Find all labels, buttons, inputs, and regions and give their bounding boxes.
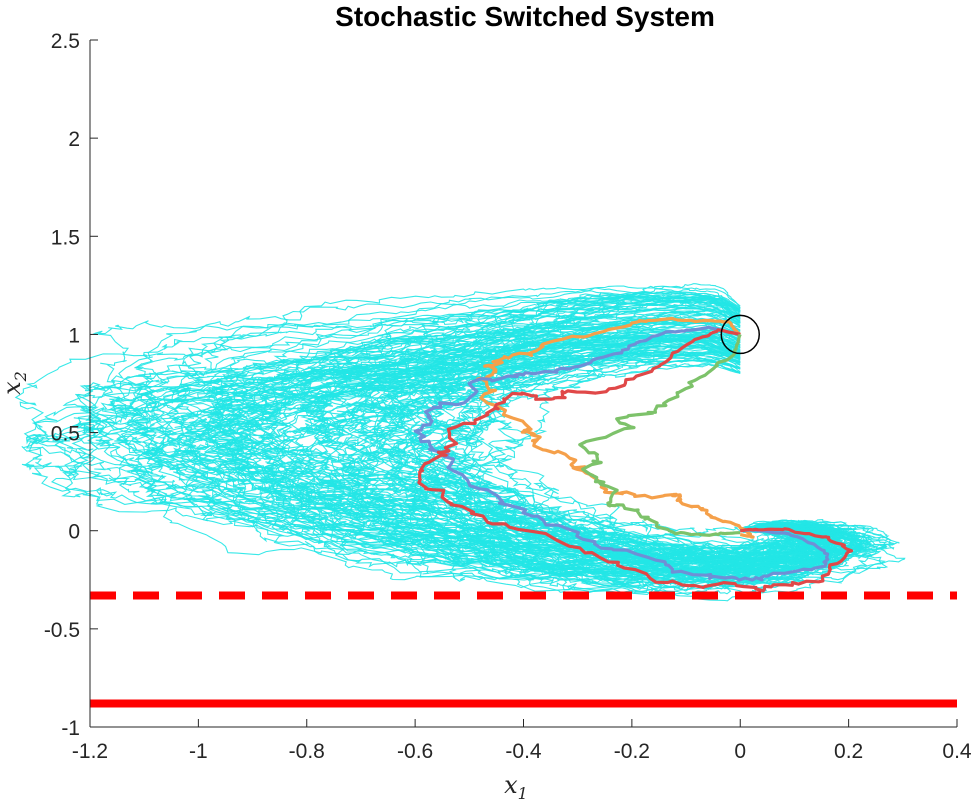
x-tick-label: 0.2: [834, 740, 863, 763]
x-tick-label: -1: [189, 740, 208, 763]
highlighted-trajectories-layer: [413, 316, 854, 593]
y-tick-label: 1: [68, 324, 80, 347]
axes: -1.2 -1 -0.8 -0.6 -0.4 -0.2 0 0.2 0.4 -1-0.500.5…: [44, 30, 972, 763]
y-axis-ticks: -1 -0.5 0 0.5 1 1.5 2 2.5: [44, 30, 98, 740]
sample-path: [458, 310, 833, 572]
sample-path: [58, 336, 876, 589]
y-tick-label: 0.5: [51, 423, 80, 446]
chart-title: Stochastic Switched System: [335, 1, 715, 32]
sample-path: [230, 295, 873, 602]
y-axis-label: x2: [0, 371, 30, 395]
y-tick-label: -0.5: [44, 619, 80, 642]
x-tick-label: -0.6: [397, 740, 433, 763]
trajectory-series-2: [413, 325, 830, 582]
trajectory-series-4: [578, 333, 742, 537]
x-tick-label: -0.8: [289, 740, 325, 763]
trajectory-series-1: [475, 316, 755, 539]
y-tick-label: 2.5: [51, 30, 80, 53]
sample-path: [361, 335, 833, 576]
sample-path: [217, 296, 858, 569]
x-axis-label: x1: [504, 771, 528, 800]
x-tick-label: -0.2: [614, 740, 650, 763]
constraint-lines-layer: [90, 591, 957, 708]
y-tick-label: 1.5: [51, 226, 80, 249]
x-tick-label: 0.4: [942, 740, 972, 763]
sample-path: [300, 297, 877, 566]
trajectory-series-3: [417, 328, 854, 593]
sample-path: [270, 356, 832, 578]
sample-path: [381, 329, 841, 570]
x-tick-label: 0: [734, 740, 746, 763]
sample-path: [367, 299, 836, 575]
sample-path: [253, 310, 832, 559]
x-tick-label: -1.2: [72, 740, 108, 763]
x-axis-ticks: -1.2 -1 -0.8 -0.6 -0.4 -0.2 0 0.2 0.4: [72, 719, 972, 763]
initial-state-marker: [720, 314, 760, 355]
sample-paths-layer: [14, 283, 906, 602]
sample-path: [359, 319, 800, 566]
y-tick-label: 2: [68, 128, 80, 151]
x-tick-label: -0.4: [505, 740, 542, 763]
y-tick-label: -1: [61, 717, 80, 740]
y-tick-label: 0: [68, 521, 80, 544]
